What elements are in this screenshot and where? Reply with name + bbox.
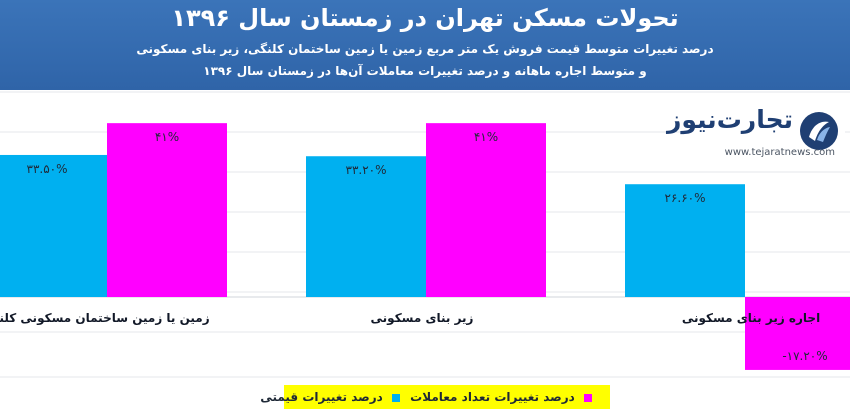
chart-legend: درصد تغییرات تعداد معاملات درصد تغییرات … xyxy=(260,385,610,409)
price-change-data-label: ۳۳.۲۰% xyxy=(346,163,387,177)
transaction-change-bar xyxy=(745,297,850,370)
legend-item-price: درصد تغییرات قیمتی xyxy=(260,390,400,404)
price-change-bar xyxy=(0,154,107,297)
logo-name: تجارت‌نیوز xyxy=(667,105,793,134)
category-axis-label: زیر بنای مسکونی xyxy=(371,311,474,326)
tejaratnews-logo: تجارت‌نیوز www.tejaratnews.com xyxy=(667,103,845,165)
transaction-change-data-label: -۱۷.۲۰% xyxy=(782,349,827,363)
legend-swatch-price xyxy=(392,393,400,402)
bar-chart: ۳۳.۵۰% ۳۳.۲۰% ۲۶.۶۰% ۴۱% ۴۱% -۱۷.۲۰% زمین یا ز… xyxy=(0,91,850,378)
price-change-data-label: ۳۳.۵۰% xyxy=(27,162,68,176)
transaction-change-bar xyxy=(107,123,227,297)
legend-label-price: درصد تغییرات قیمتی xyxy=(260,390,383,404)
transaction-change-data-label: ۴۱% xyxy=(474,130,498,144)
category-axis-label: زمین یا زمین ساختمان مسکونی کلنگی xyxy=(0,311,210,326)
price-change-bar xyxy=(625,184,745,297)
logo-url: www.tejaratnews.com xyxy=(724,147,835,158)
price-change-data-label: ۲۶.۶۰% xyxy=(665,191,706,205)
price-change-bar xyxy=(306,156,426,297)
legend-swatch-transactions xyxy=(584,393,592,402)
legend-label-transactions: درصد تغییرات تعداد معاملات xyxy=(410,390,575,404)
chart-header: تحولات مسکن تهران در زمستان سال ۱۳۹۶ درص… xyxy=(0,0,850,90)
category-axis-label: اجاره زیر بنای مسکونی xyxy=(682,311,820,326)
legend-item-transactions: درصد تغییرات تعداد معاملات xyxy=(410,390,592,404)
transaction-change-bar xyxy=(426,123,546,297)
chart-title: تحولات مسکن تهران در زمستان سال ۱۳۹۶ xyxy=(171,4,679,32)
transaction-change-data-label: ۴۱% xyxy=(155,130,179,144)
chart-subtitle-line-1: درصد تغییرات متوسط قیمت فروش یک متر مربع… xyxy=(136,42,714,56)
tejaratnews-logo-icon xyxy=(800,112,838,150)
chart-subtitle-line-2: و متوسط اجاره ماهانه و درصد تغییرات معام… xyxy=(203,64,647,78)
